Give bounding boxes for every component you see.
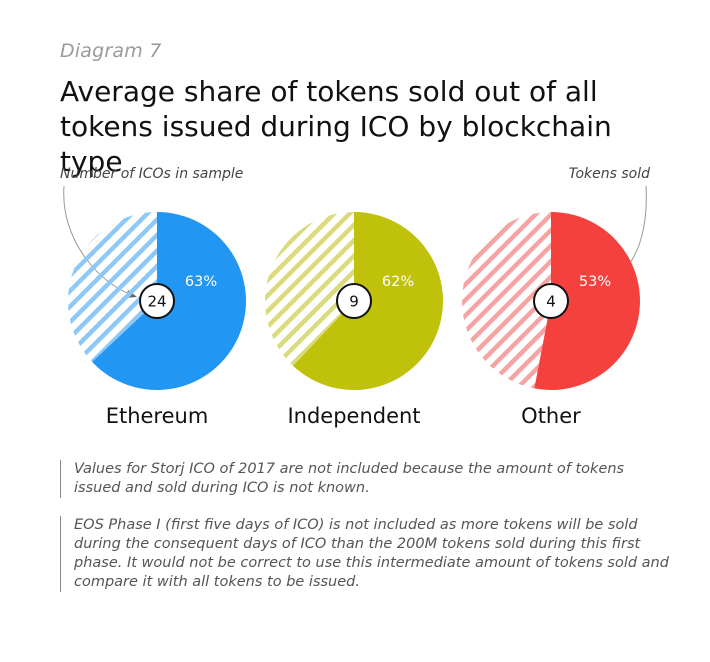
chart-title: Average share of tokens sold out of all … (60, 75, 612, 178)
callout-tokens-sold: Tokens sold (568, 166, 650, 182)
pie-other-category-label: Other (521, 404, 581, 428)
pie-independent-sample-circle (336, 283, 372, 319)
pie-independent-sample-size: 9 (349, 293, 359, 311)
pie-other-sample-size: 4 (546, 293, 556, 311)
pie-ethereum-percent-label: 63% (185, 274, 217, 290)
pie-other-unsold-slice (461, 212, 551, 389)
pie-other-sample-circle (533, 283, 569, 319)
pie-ethereum-unsold-slice (68, 212, 157, 362)
pie-other-percent-label: 53% (579, 274, 611, 290)
callout-sample-size: Number of ICOs in sample (60, 166, 244, 182)
pie-independent-unsold-slice (265, 212, 354, 366)
pie-independent-category-label: Independent (287, 404, 420, 428)
diagram-label: Diagram 7 (60, 40, 162, 62)
pie-charts: 63% 24 Ethereum 62% 9 Independent 53% 4 Other (63, 185, 647, 428)
footnote-eos: EOS Phase I (first five days of ICO) is … (60, 516, 674, 592)
footnote-storj: Values for Storj ICO of 2017 are not inc… (60, 460, 674, 498)
pie-ethereum-category-label: Ethereum (106, 404, 209, 428)
pie-ethereum-sample-circle (139, 283, 175, 319)
pie-independent-percent-label: 62% (382, 274, 414, 290)
pie-ethereum-sample-size: 24 (147, 293, 166, 311)
pie-other-sold-slice (534, 212, 640, 390)
